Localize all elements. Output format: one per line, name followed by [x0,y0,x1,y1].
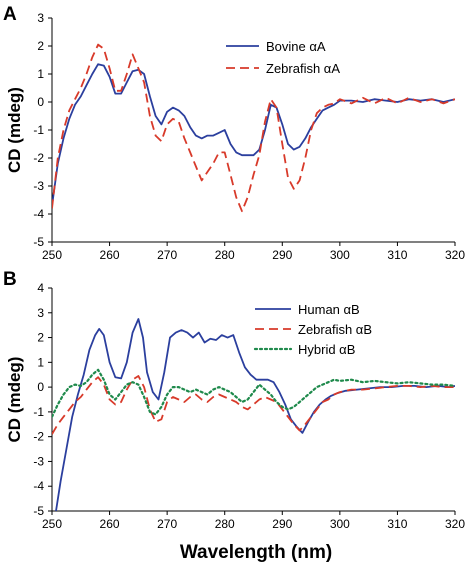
x-axis-title: Wavelength (nm) [180,542,332,563]
legend-label: Zebrafish αA [266,61,340,76]
y-tick-label: 1 [37,355,44,369]
y-tick-label: -4 [33,479,44,493]
y-tick-label: 4 [37,281,44,295]
y-tick-label: 2 [37,331,44,345]
x-tick-label: 290 [272,517,292,531]
x-tick-label: 320 [445,248,465,262]
series-line [52,375,455,435]
x-tick-label: 290 [272,248,292,262]
x-tick-label: 280 [215,517,235,531]
y-tick-label: 3 [37,11,44,25]
y-tick-label: -3 [33,179,44,193]
x-tick-label: 270 [157,248,177,262]
x-tick-label: 260 [100,517,120,531]
x-tick-label: 320 [445,517,465,531]
y-tick-label: -4 [33,207,44,221]
legend-label: Human αB [298,302,360,317]
x-tick-label: 310 [387,517,407,531]
x-tick-label: 310 [387,248,407,262]
y-tick-label: 1 [37,67,44,81]
x-tick-label: 250 [42,248,62,262]
y-tick-label: -5 [33,235,44,249]
x-tick-label: 270 [157,517,177,531]
y-tick-label: 2 [37,39,44,53]
x-tick-label: 250 [42,517,62,531]
y-tick-label: 3 [37,306,44,320]
y-tick-label: 0 [37,380,44,394]
series-line [52,368,455,418]
y-tick-label: -2 [33,151,44,165]
x-tick-label: 300 [330,517,350,531]
legend-label: Hybrid αB [298,342,355,357]
x-tick-label: 300 [330,248,350,262]
legend-label: Bovine αA [266,39,326,54]
y-tick-label: -1 [33,405,44,419]
y-tick-label: -1 [33,123,44,137]
y-axis-title: CD (mdeg) [5,357,24,443]
legend-label: Zebrafish αB [298,322,372,337]
panel-label: B [3,269,17,290]
panel-label: A [3,4,17,25]
series-line [55,318,455,511]
y-tick-label: -2 [33,430,44,444]
y-tick-label: -5 [33,504,44,518]
y-axis-title: CD (mdeg) [5,87,24,173]
x-tick-label: 260 [100,248,120,262]
y-tick-label: -3 [33,454,44,468]
series-line [52,43,455,213]
y-tick-label: 0 [37,95,44,109]
series-line [52,63,455,206]
x-tick-label: 280 [215,248,235,262]
